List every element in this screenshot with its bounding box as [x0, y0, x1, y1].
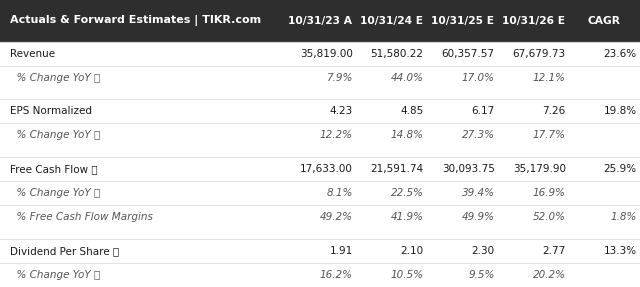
Text: CAGR: CAGR — [588, 16, 621, 26]
Text: 1.8%: 1.8% — [611, 212, 637, 222]
Bar — [0, 239, 640, 263]
Text: % Change YoY ⓘ: % Change YoY ⓘ — [10, 131, 100, 140]
Text: 12.1%: 12.1% — [532, 73, 566, 83]
Text: 49.2%: 49.2% — [319, 212, 353, 222]
Text: 10.5%: 10.5% — [390, 270, 424, 280]
Bar — [0, 42, 640, 66]
Text: 60,357.57: 60,357.57 — [442, 49, 495, 59]
Text: 27.3%: 27.3% — [461, 131, 495, 140]
Text: Dividend Per Share ⓘ: Dividend Per Share ⓘ — [10, 246, 119, 256]
Text: % Change YoY ⓘ: % Change YoY ⓘ — [10, 73, 100, 83]
Text: 51,580.22: 51,580.22 — [371, 49, 424, 59]
Text: 2.10: 2.10 — [401, 246, 424, 256]
Bar — [0, 90, 640, 99]
Text: 17.7%: 17.7% — [532, 131, 566, 140]
Text: 20.2%: 20.2% — [532, 270, 566, 280]
Text: 22.5%: 22.5% — [390, 188, 424, 198]
Text: 17,633.00: 17,633.00 — [300, 164, 353, 174]
Text: 6.17: 6.17 — [472, 106, 495, 116]
Text: % Change YoY ⓘ: % Change YoY ⓘ — [10, 188, 100, 198]
Text: 35,179.90: 35,179.90 — [513, 164, 566, 174]
Text: 7.26: 7.26 — [543, 106, 566, 116]
Text: 67,679.73: 67,679.73 — [513, 49, 566, 59]
Text: 41.9%: 41.9% — [390, 212, 424, 222]
Text: 21,591.74: 21,591.74 — [371, 164, 424, 174]
Text: 49.9%: 49.9% — [461, 212, 495, 222]
Text: 10/31/25 E: 10/31/25 E — [431, 16, 494, 26]
Bar — [0, 99, 640, 123]
Bar — [0, 205, 640, 229]
Text: 10/31/26 E: 10/31/26 E — [502, 16, 565, 26]
Text: 2.30: 2.30 — [472, 246, 495, 256]
Text: 8.1%: 8.1% — [326, 188, 353, 198]
Text: 10/31/24 E: 10/31/24 E — [360, 16, 423, 26]
Text: 39.4%: 39.4% — [461, 188, 495, 198]
Text: 16.2%: 16.2% — [319, 270, 353, 280]
Text: 17.0%: 17.0% — [461, 73, 495, 83]
Text: 4.85: 4.85 — [401, 106, 424, 116]
Bar — [0, 0, 640, 42]
Bar — [0, 148, 640, 157]
Text: 16.9%: 16.9% — [532, 188, 566, 198]
Text: % Change YoY ⓘ: % Change YoY ⓘ — [10, 270, 100, 280]
Text: EPS Normalized: EPS Normalized — [10, 106, 92, 116]
Text: Revenue: Revenue — [10, 49, 55, 59]
Text: 2.77: 2.77 — [543, 246, 566, 256]
Text: 52.0%: 52.0% — [532, 212, 566, 222]
Text: 44.0%: 44.0% — [390, 73, 424, 83]
Text: 10/31/23 A: 10/31/23 A — [288, 16, 352, 26]
Text: 30,093.75: 30,093.75 — [442, 164, 495, 174]
Text: % Free Cash Flow Margins: % Free Cash Flow Margins — [10, 212, 152, 222]
Bar — [0, 181, 640, 205]
Bar — [0, 263, 640, 287]
Text: 4.23: 4.23 — [330, 106, 353, 116]
Text: 23.6%: 23.6% — [604, 49, 637, 59]
Text: 25.9%: 25.9% — [604, 164, 637, 174]
Text: 1.91: 1.91 — [330, 246, 353, 256]
Text: Actuals & Forward Estimates | TIKR.com: Actuals & Forward Estimates | TIKR.com — [10, 15, 260, 26]
Text: Free Cash Flow ⓘ: Free Cash Flow ⓘ — [10, 164, 97, 174]
Bar — [0, 66, 640, 90]
Bar — [0, 229, 640, 239]
Text: 35,819.00: 35,819.00 — [300, 49, 353, 59]
Text: 9.5%: 9.5% — [468, 270, 495, 280]
Text: 12.2%: 12.2% — [319, 131, 353, 140]
Bar — [0, 123, 640, 148]
Text: 7.9%: 7.9% — [326, 73, 353, 83]
Text: 19.8%: 19.8% — [604, 106, 637, 116]
Text: 13.3%: 13.3% — [604, 246, 637, 256]
Text: 14.8%: 14.8% — [390, 131, 424, 140]
Bar — [0, 157, 640, 181]
